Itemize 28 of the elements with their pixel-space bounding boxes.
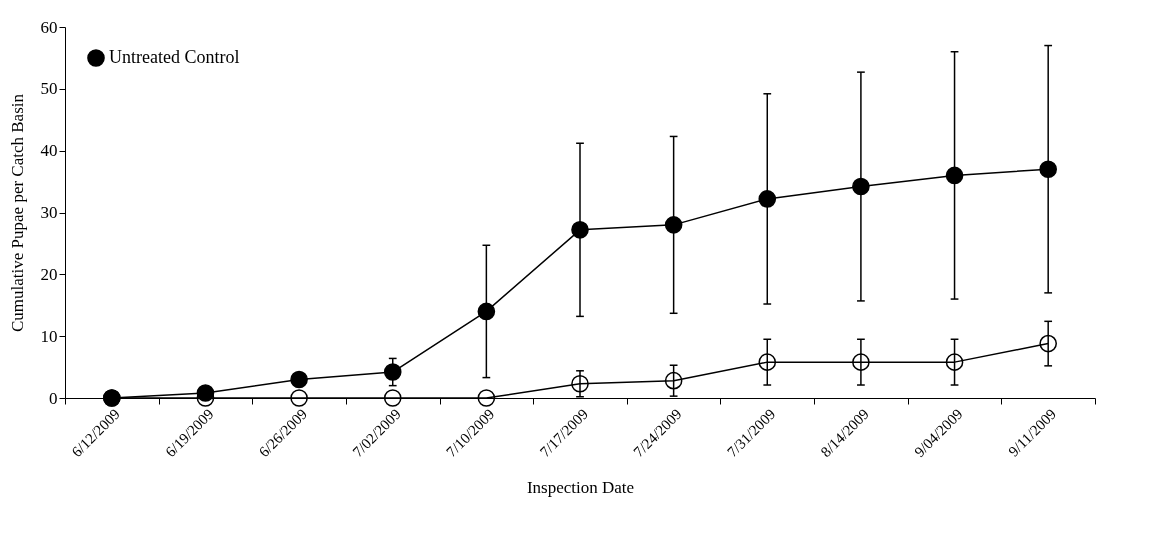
point xyxy=(571,221,589,239)
y-tick-label: 40 xyxy=(40,141,58,161)
y-tick-label: 60 xyxy=(40,17,58,37)
point xyxy=(664,216,683,234)
point xyxy=(1039,334,1057,353)
y-tick-label: 30 xyxy=(40,203,58,222)
y-tick-label: 20 xyxy=(40,264,58,284)
point xyxy=(758,353,777,371)
point xyxy=(477,302,496,321)
point xyxy=(383,363,402,381)
y-tick-label: 10 xyxy=(40,326,58,346)
y-axis-title: Cumulative Pupae per Catch Basin xyxy=(7,93,27,332)
point xyxy=(664,371,683,390)
point xyxy=(852,353,870,371)
y-tick-label: 0 xyxy=(49,388,58,408)
point xyxy=(852,177,870,196)
point xyxy=(945,166,964,185)
x-axis-title: Inspection Date xyxy=(526,478,635,498)
point xyxy=(290,370,308,389)
point xyxy=(1039,160,1057,179)
point xyxy=(477,389,496,407)
point xyxy=(383,389,402,407)
y-tick-label: 50 xyxy=(40,79,58,99)
point xyxy=(945,353,964,371)
point xyxy=(290,389,308,407)
legend-label: Untreated Control xyxy=(109,47,240,67)
point xyxy=(571,374,589,393)
point xyxy=(758,190,777,208)
